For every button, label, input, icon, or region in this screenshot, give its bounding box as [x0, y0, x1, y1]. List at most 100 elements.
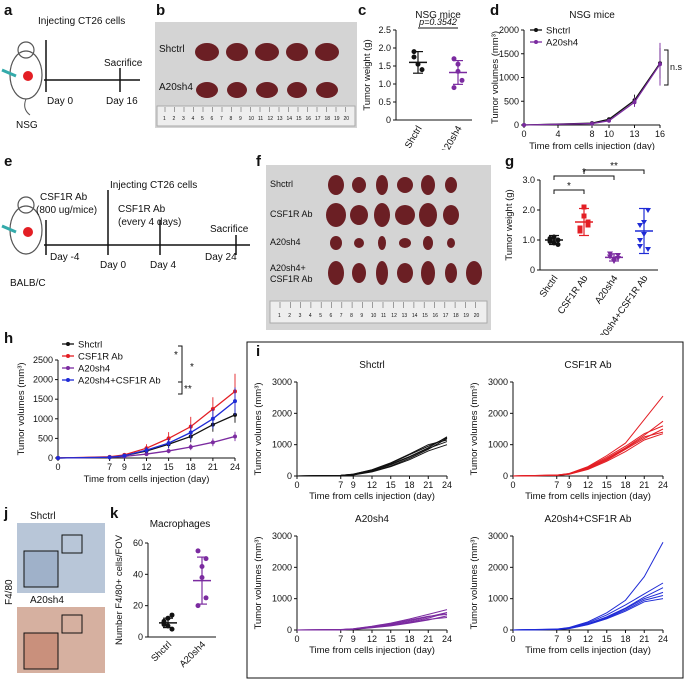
day0-label: Day 0 [47, 96, 74, 107]
series-line [523, 63, 661, 126]
panel-label-b: b [156, 2, 166, 19]
tumor-photo-f: Shctrl CSF1R Ab A20sh4 A20sh4+ CSF1R Ab … [266, 165, 491, 330]
tumor-growth-curve [296, 437, 448, 477]
tumor-growth-curve [512, 433, 664, 477]
panel-label-j: j [4, 505, 9, 522]
tumor-growth-curve [512, 598, 664, 631]
tumor [445, 263, 457, 283]
data-point [577, 225, 583, 231]
ruler-tick-label: 20 [344, 116, 350, 122]
data-point [188, 430, 193, 435]
ruler-tick-label: 15 [296, 116, 302, 122]
y-axis-label: Tumor volumes (mm³) [253, 536, 264, 629]
data-point [455, 68, 461, 74]
x-tick-label: CSF1R Ab [556, 273, 591, 316]
tumor [421, 175, 435, 195]
y-tick-label: 2000 [488, 408, 508, 418]
row-label-combo-2: CSF1R Ab [270, 274, 313, 284]
ruler-tick-label: 5 [201, 116, 204, 122]
y-tick-label: 0 [530, 265, 535, 275]
data-point [555, 242, 561, 247]
x-tick-label: Shctrl [149, 639, 174, 664]
data-point [144, 452, 149, 457]
sacrifice-label: Sacrifice [104, 58, 143, 69]
day16-label: Day 16 [106, 96, 138, 107]
panel-label-g: g [505, 153, 515, 170]
row-label-shctrl: Shctrl [270, 179, 293, 189]
ruler-tick-label: 13 [402, 313, 408, 319]
ruler-tick-label: 3 [299, 313, 302, 319]
x-tick-label: 9 [351, 634, 356, 644]
chart-h: 0 500 1000 1500 2000 2500 Tumor volumes (mm³) 0… [16, 340, 240, 486]
data-point [451, 85, 457, 91]
data-point [210, 440, 215, 445]
data-point [169, 626, 175, 632]
legend-label: CSF1R Ab [78, 352, 123, 363]
x-tick-label: 21 [423, 480, 433, 490]
data-point [632, 100, 637, 105]
y-tick-label: 0.5 [378, 97, 391, 107]
y-tick-label: 2500 [33, 355, 53, 365]
x-tick-label: 9 [567, 634, 572, 644]
ruler-tick-label: 6 [211, 116, 214, 122]
x-axis-label: Time from cells injection (day) [309, 491, 435, 502]
y-tick-label: 20 [133, 601, 143, 611]
ruler-tick-label: 10 [371, 313, 377, 319]
sacrifice-label: Sacrifice [210, 224, 249, 235]
x-tick-label: 9 [567, 480, 572, 490]
ruler-tick-label: 1 [163, 116, 166, 122]
significance-bracket [583, 169, 645, 174]
legend-marker [66, 366, 70, 370]
data-point [195, 603, 201, 609]
tumor [226, 43, 248, 61]
data-point [581, 213, 587, 219]
data-point [199, 564, 205, 569]
day24-label: Day 24 [205, 252, 237, 263]
tumor [256, 82, 278, 98]
tumor [354, 238, 364, 248]
data-point [547, 236, 553, 241]
ruler-tick-label: 9 [239, 116, 242, 122]
data-point [637, 223, 643, 228]
subplot-title: Shctrl [359, 360, 385, 371]
data-point [56, 456, 60, 460]
x-tick-label: 21 [639, 480, 649, 490]
data-point [122, 453, 127, 458]
y-axis-label: Tumor volumes (mm³) [469, 536, 480, 629]
y-axis-label: Tumor volumes (mm³) [490, 31, 501, 124]
ab2-label: CSF1R Ab [118, 204, 166, 215]
y-tick-label: 500 [38, 433, 53, 443]
legend-marker [534, 40, 538, 44]
legend-label: Shctrl [546, 26, 570, 37]
data-point [195, 548, 201, 554]
y-tick-label: 0 [287, 471, 292, 481]
x-tick-label: 0 [510, 480, 515, 490]
x-tick-label: 12 [583, 634, 593, 644]
ruler-tick-label: 7 [340, 313, 343, 319]
row-label-csf1r: CSF1R Ab [270, 209, 313, 219]
y-tick-label: 2000 [272, 408, 292, 418]
x-tick-label: 7 [338, 634, 343, 644]
significance-bracket [553, 189, 585, 194]
timeline-e: CSF1R Ab (800 ug/mice) Injecting CT26 ce… [1, 180, 250, 289]
data-point [233, 399, 237, 404]
data-point [455, 61, 461, 67]
data-point [199, 574, 205, 580]
ruler-tick-label: 1 [278, 313, 281, 319]
row-label-combo: A20sh4+ [270, 263, 306, 273]
x-tick-label: 8 [589, 129, 594, 139]
data-point [166, 436, 171, 441]
tumor [445, 177, 457, 193]
data-point [607, 251, 613, 257]
subplot-title: A20sh4+CSF1R Ab [545, 514, 632, 525]
y-axis-label: Number F4/80+ cells/FOV [114, 534, 125, 645]
row-label-shctrl: Shctrl [159, 44, 185, 55]
x-tick-label: 0 [294, 480, 299, 490]
x-tick-label: 21 [639, 634, 649, 644]
y-tick-label: 3000 [272, 531, 292, 541]
row-label-a20sh4: A20sh4 [159, 82, 193, 93]
x-tick-label: 15 [164, 462, 174, 472]
ruler-tick-label: 11 [381, 313, 386, 319]
data-point [611, 259, 617, 264]
